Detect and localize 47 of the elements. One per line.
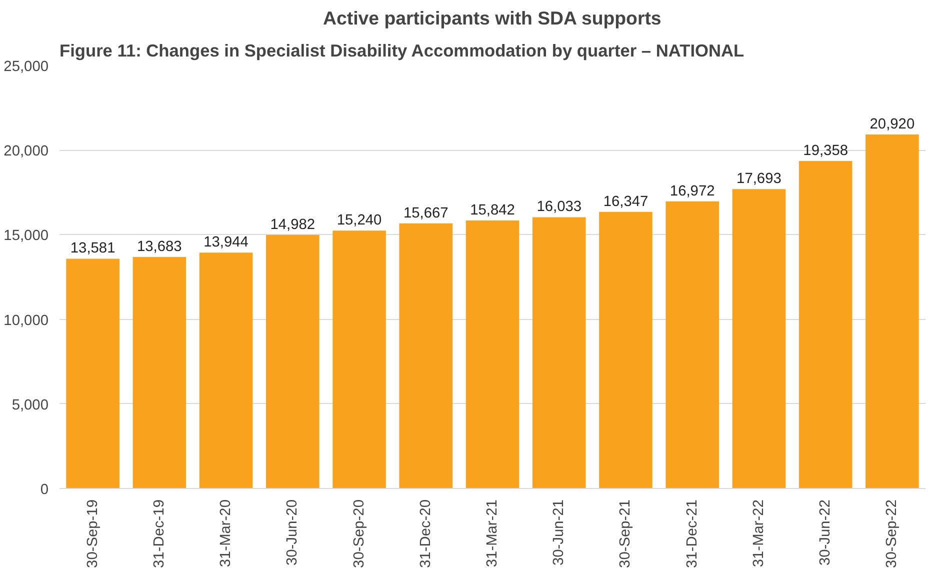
x-tick-label: 30-Sep-21 [618,499,634,568]
y-tick-label: 20,000 [4,144,48,160]
x-tick-label: 30-Jun-21 [551,499,568,566]
data-label: 16,972 [670,183,715,200]
bar [399,223,453,488]
x-tick-label: 31-Dec-20 [418,499,434,568]
data-label: 14,982 [270,217,316,234]
data-label: 15,667 [403,205,448,222]
x-tick-label: 31-Dec-21 [684,499,700,568]
bar [666,201,719,488]
bar [466,220,520,488]
bar [132,256,186,488]
x-tick-label: 31-Dec-19 [151,499,168,568]
bar [199,252,253,488]
y-tick-label: 15,000 [4,228,48,244]
data-label: 19,358 [803,142,848,159]
caption: Figure 11: Changes in Specialist Disability Accommodation by quarter – NATIONAL [60,40,745,60]
data-label: 13,683 [137,238,182,255]
bar [266,235,320,488]
chart-title: Active participants with SDA supports [323,8,662,28]
x-tick-label: 30-Jun-22 [818,499,834,566]
data-label: 16,347 [603,194,648,210]
data-label: 13,944 [204,234,248,251]
data-label: 15,240 [336,212,382,229]
bar [732,189,786,488]
data-label: 20,920 [870,116,915,133]
x-tick-label: 30-Sep-19 [84,499,101,568]
x-tick-label: 30-Jun-20 [284,499,301,566]
x-tick-label: 31-Mar-20 [218,499,234,568]
data-label: 13,581 [70,240,116,257]
y-tick-label: 0 [40,482,49,498]
bar [532,217,586,488]
x-tick-label: 31-Mar-21 [484,499,500,568]
bar [798,160,852,488]
bar [599,212,652,488]
y-tick-label: 25,000 [4,59,48,75]
y-tick-label: 10,000 [4,312,48,329]
data-label: 16,033 [536,199,582,216]
bar [332,230,386,488]
data-label: 17,693 [736,171,782,188]
x-tick-label: 30-Sep-22 [884,499,900,568]
data-label: 15,842 [470,202,515,218]
bar [66,258,120,488]
x-tick-label: 31-Mar-22 [750,499,767,568]
x-tick-label: 30-Sep-20 [351,499,368,568]
bar [866,134,919,488]
y-tick-label: 5,000 [12,397,49,414]
